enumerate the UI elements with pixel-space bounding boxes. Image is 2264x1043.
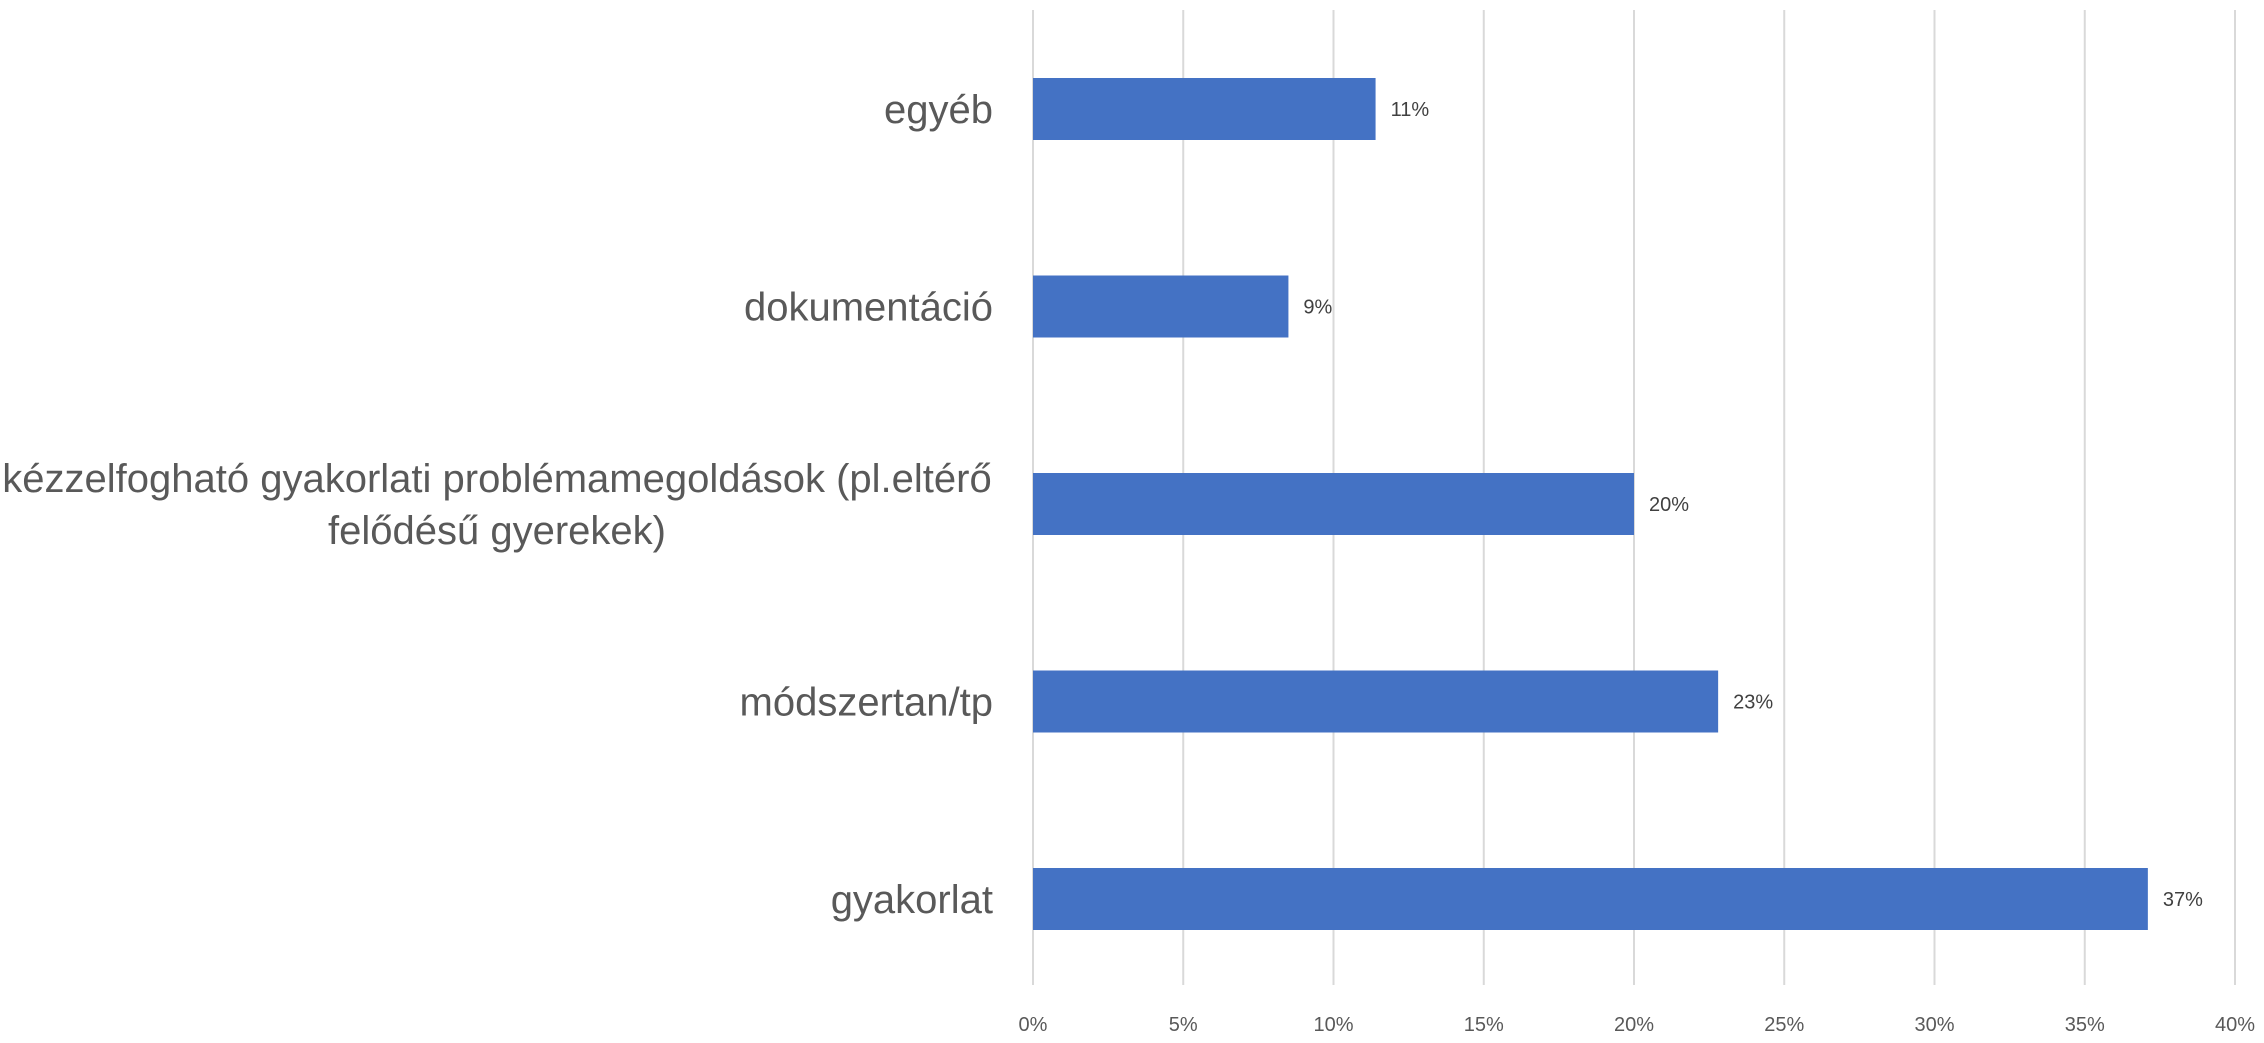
bar bbox=[1033, 275, 1289, 338]
bar bbox=[1033, 473, 1634, 535]
x-tick-label: 15% bbox=[1464, 1014, 1504, 1036]
category-label-line: dokumentáció bbox=[744, 286, 993, 330]
category-labels: egyéb dokumentáció kézzelfogható gyakorlat… bbox=[2, 88, 993, 922]
data-label: 11% bbox=[1391, 99, 1430, 121]
x-tick-label: 20% bbox=[1614, 1014, 1654, 1036]
category-label-line: módszertan/tp bbox=[740, 681, 993, 725]
category-label: kézzelfogható gyakorlati problémamegoldá… bbox=[2, 457, 991, 553]
category-label: dokumentáció bbox=[744, 286, 993, 330]
category-label-line: egyéb bbox=[884, 88, 993, 132]
x-tick-label: 0% bbox=[1019, 1014, 1048, 1036]
category-label: gyakorlat bbox=[831, 878, 993, 922]
x-tick-label: 10% bbox=[1313, 1014, 1353, 1036]
bar bbox=[1033, 78, 1376, 140]
category-label: módszertan/tp bbox=[740, 681, 993, 725]
x-tick-label: 35% bbox=[2065, 1014, 2105, 1036]
category-label-line: felődésű gyerekek) bbox=[328, 509, 666, 553]
x-axis-tick-labels: 0% 5% 10% 15% 20% 25% 30% 35% 40% bbox=[1019, 1014, 2256, 1036]
x-tick-label: 25% bbox=[1764, 1014, 1804, 1036]
category-label-line: gyakorlat bbox=[831, 878, 993, 922]
bars bbox=[1033, 78, 2148, 930]
data-label: 23% bbox=[1733, 692, 1773, 714]
data-label: 20% bbox=[1649, 494, 1689, 516]
bar bbox=[1033, 670, 1719, 733]
data-label: 9% bbox=[1303, 297, 1332, 319]
data-labels: 11% 9% 20% 23% 37% bbox=[1303, 99, 2203, 911]
bar bbox=[1033, 868, 2148, 930]
x-tick-label: 40% bbox=[2215, 1014, 2255, 1036]
x-tick-label: 30% bbox=[1914, 1014, 1954, 1036]
x-tick-label: 5% bbox=[1169, 1014, 1198, 1036]
data-label: 37% bbox=[2163, 889, 2203, 911]
category-label-line: kézzelfogható gyakorlati problémamegoldá… bbox=[2, 457, 991, 501]
category-label: egyéb bbox=[884, 88, 993, 132]
